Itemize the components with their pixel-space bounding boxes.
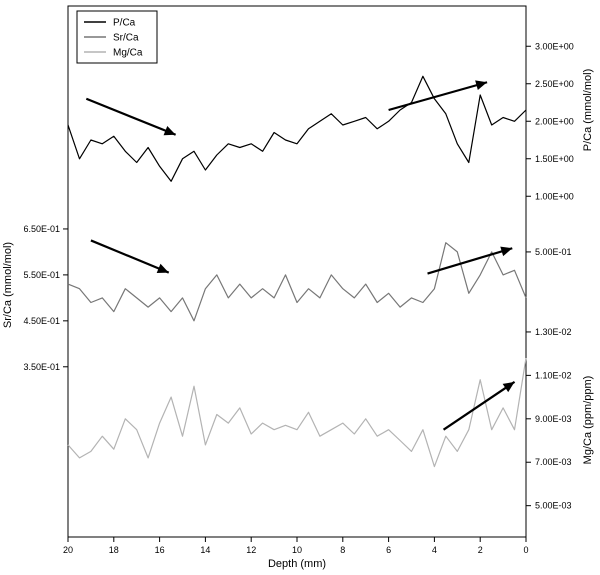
series-line-mg-ca — [67, 357, 527, 468]
y-axis-title-srca: Sr/Ca (mmol/mol) — [2, 242, 14, 328]
trend-arrow-shaft — [90, 239, 170, 274]
y-tick-label-pca: 1.00E+00 — [535, 191, 574, 201]
y-tick-label-srca: 5.50E-01 — [23, 270, 60, 280]
y-tick-label-pca: 3.00E+00 — [535, 41, 574, 51]
trend-arrow-shaft — [85, 97, 177, 136]
y-tick-label-mgca: 9.00E-03 — [535, 414, 572, 424]
y-axis-title-pca: P/Ca (mmol/mol) — [582, 69, 594, 152]
y-tick-label-mgca: 7.00E-03 — [535, 457, 572, 467]
y-axis-title-mgca: Mg/Ca (ppm/ppm) — [582, 376, 594, 465]
trend-arrow-head — [475, 80, 488, 91]
y-tick-label-mgca: 1.30E-02 — [535, 327, 572, 337]
y-tick-label-pca: 2.00E+00 — [535, 116, 574, 126]
x-tick-label: 18 — [109, 545, 119, 555]
series-layer — [67, 75, 527, 468]
legend-label-p-ca: P/Ca — [113, 18, 136, 29]
x-tick-label: 12 — [246, 545, 256, 555]
legend-label-sr-ca: Sr/Ca — [113, 33, 139, 44]
plot-frame — [67, 5, 527, 538]
x-tick-label: 4 — [432, 545, 437, 555]
trend-arrow-head — [156, 263, 169, 274]
trend-arrow-head — [502, 381, 515, 393]
series-line-sr-ca — [67, 242, 527, 322]
x-tick-label: 0 — [523, 545, 528, 555]
y-tick-label-srca: 6.50E-01 — [23, 224, 60, 234]
trend-arrow-shaft — [388, 81, 488, 112]
y-tick-label-srca: 3.50E-01 — [23, 362, 60, 372]
series-line-p-ca — [67, 75, 527, 182]
x-tick-label: 8 — [340, 545, 345, 555]
annotation-layer — [85, 80, 516, 431]
x-tick-label: 20 — [63, 545, 73, 555]
x-tick-label: 6 — [386, 545, 391, 555]
trend-arrow-shaft — [442, 380, 516, 431]
trend-arrow-shaft — [427, 247, 513, 275]
trend-arrow-head — [163, 126, 176, 136]
y-tick-label-mgca: 1.10E-02 — [535, 370, 572, 380]
x-tick-label: 14 — [200, 545, 210, 555]
x-tick-label: 16 — [155, 545, 165, 555]
y-tick-label-pca: 1.50E+00 — [535, 154, 574, 164]
legend-label-mg-ca: Mg/Ca — [113, 48, 143, 59]
x-tick-label: 2 — [478, 545, 483, 555]
x-axis-title: Depth (mm) — [268, 558, 326, 570]
y-tick-label-srca_right: 5.00E-01 — [535, 247, 572, 257]
y-tick-label-srca: 4.50E-01 — [23, 316, 60, 326]
y-tick-label-pca: 2.50E+00 — [535, 79, 574, 89]
legend: P/Ca Sr/Ca Mg/Ca — [76, 10, 158, 64]
trend-arrow-head — [500, 246, 513, 257]
y-tick-label-mgca: 5.00E-03 — [535, 501, 572, 511]
x-tick-label: 10 — [292, 545, 302, 555]
